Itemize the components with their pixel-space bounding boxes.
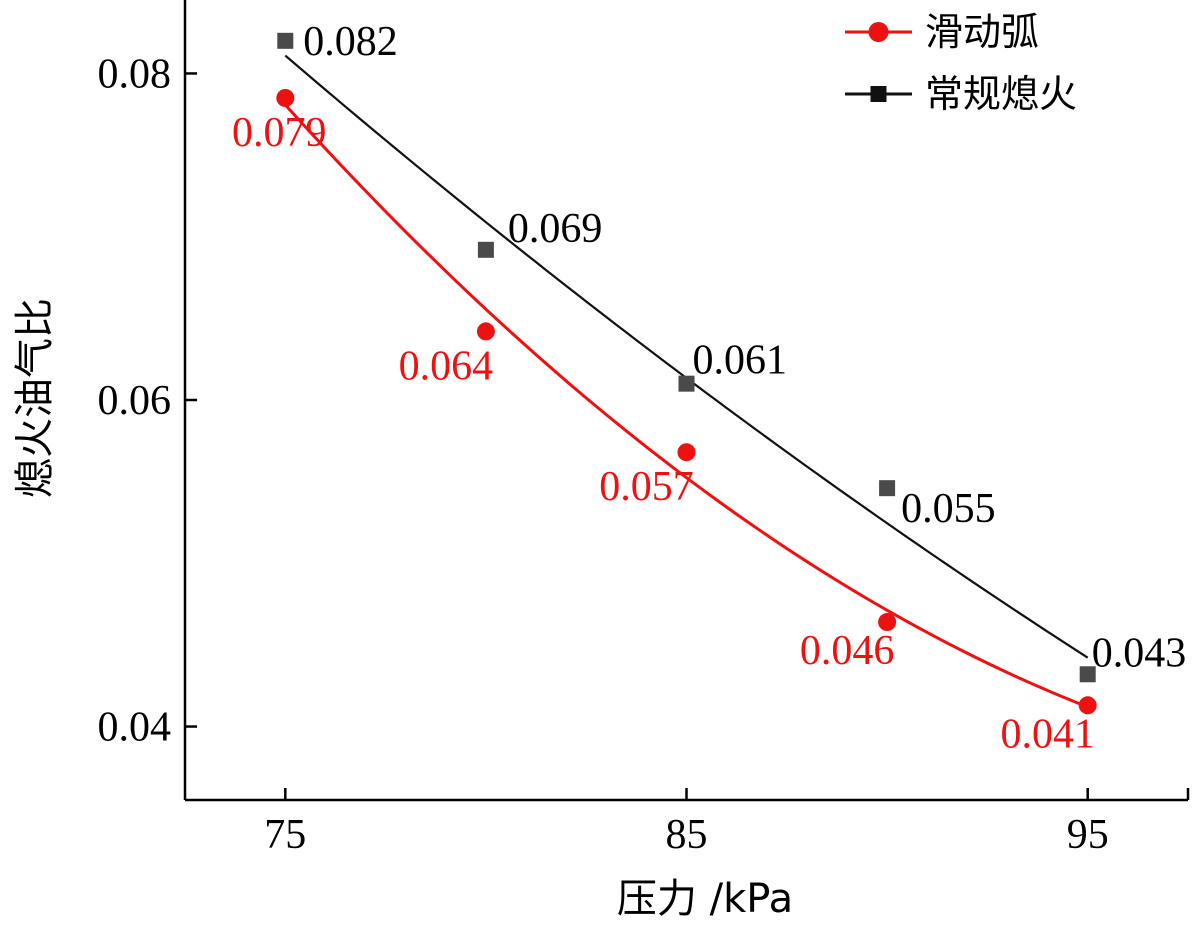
y-axis-title: 熄火油气比 bbox=[12, 298, 58, 498]
data-point-conventional bbox=[879, 480, 896, 497]
legend-marker-circle bbox=[868, 22, 889, 42]
y-tick-label: 0.06 bbox=[98, 378, 172, 424]
legend-label: 常规熄火 bbox=[925, 72, 1077, 116]
data-point-sliding-arc bbox=[276, 88, 295, 107]
data-point-sliding-arc bbox=[1078, 696, 1097, 715]
data-point-conventional bbox=[477, 241, 494, 258]
legend-label: 滑动弧 bbox=[925, 10, 1039, 54]
legend-marker-square bbox=[870, 86, 887, 102]
data-label-sliding-arc: 0.041 bbox=[1000, 711, 1095, 757]
data-point-conventional bbox=[678, 375, 695, 392]
data-label-conventional: 0.082 bbox=[303, 19, 398, 65]
data-label-conventional: 0.043 bbox=[1092, 630, 1187, 676]
y-tick-label: 0.08 bbox=[98, 51, 172, 97]
data-point-conventional bbox=[1079, 666, 1096, 683]
data-point-sliding-arc bbox=[878, 613, 897, 632]
x-axis-title: 压力 /kPa bbox=[617, 876, 793, 922]
data-label-conventional: 0.061 bbox=[693, 338, 788, 384]
fit-curve-sliding-arc bbox=[284, 103, 1089, 709]
data-point-sliding-arc bbox=[476, 322, 495, 341]
y-tick-label: 0.04 bbox=[98, 705, 172, 751]
axes: 0.04 0.06 0.08 75 85 95 bbox=[98, 0, 1190, 858]
data-labels: 0.079 0.064 0.057 0.046 0.041 0.082 0.069 0.061… bbox=[232, 19, 1186, 757]
data-label-conventional: 0.069 bbox=[508, 206, 603, 252]
x-tick-label: 85 bbox=[666, 812, 708, 858]
data-label-sliding-arc: 0.079 bbox=[232, 110, 327, 156]
x-tick-label: 75 bbox=[264, 812, 306, 858]
data-label-sliding-arc: 0.057 bbox=[599, 464, 694, 510]
data-markers bbox=[276, 32, 1097, 715]
data-point-conventional bbox=[277, 32, 294, 49]
data-label-sliding-arc: 0.046 bbox=[800, 628, 895, 674]
data-label-conventional: 0.055 bbox=[901, 486, 996, 532]
x-tick-label: 95 bbox=[1067, 812, 1109, 858]
data-label-sliding-arc: 0.064 bbox=[399, 343, 494, 389]
data-point-sliding-arc bbox=[677, 443, 696, 462]
